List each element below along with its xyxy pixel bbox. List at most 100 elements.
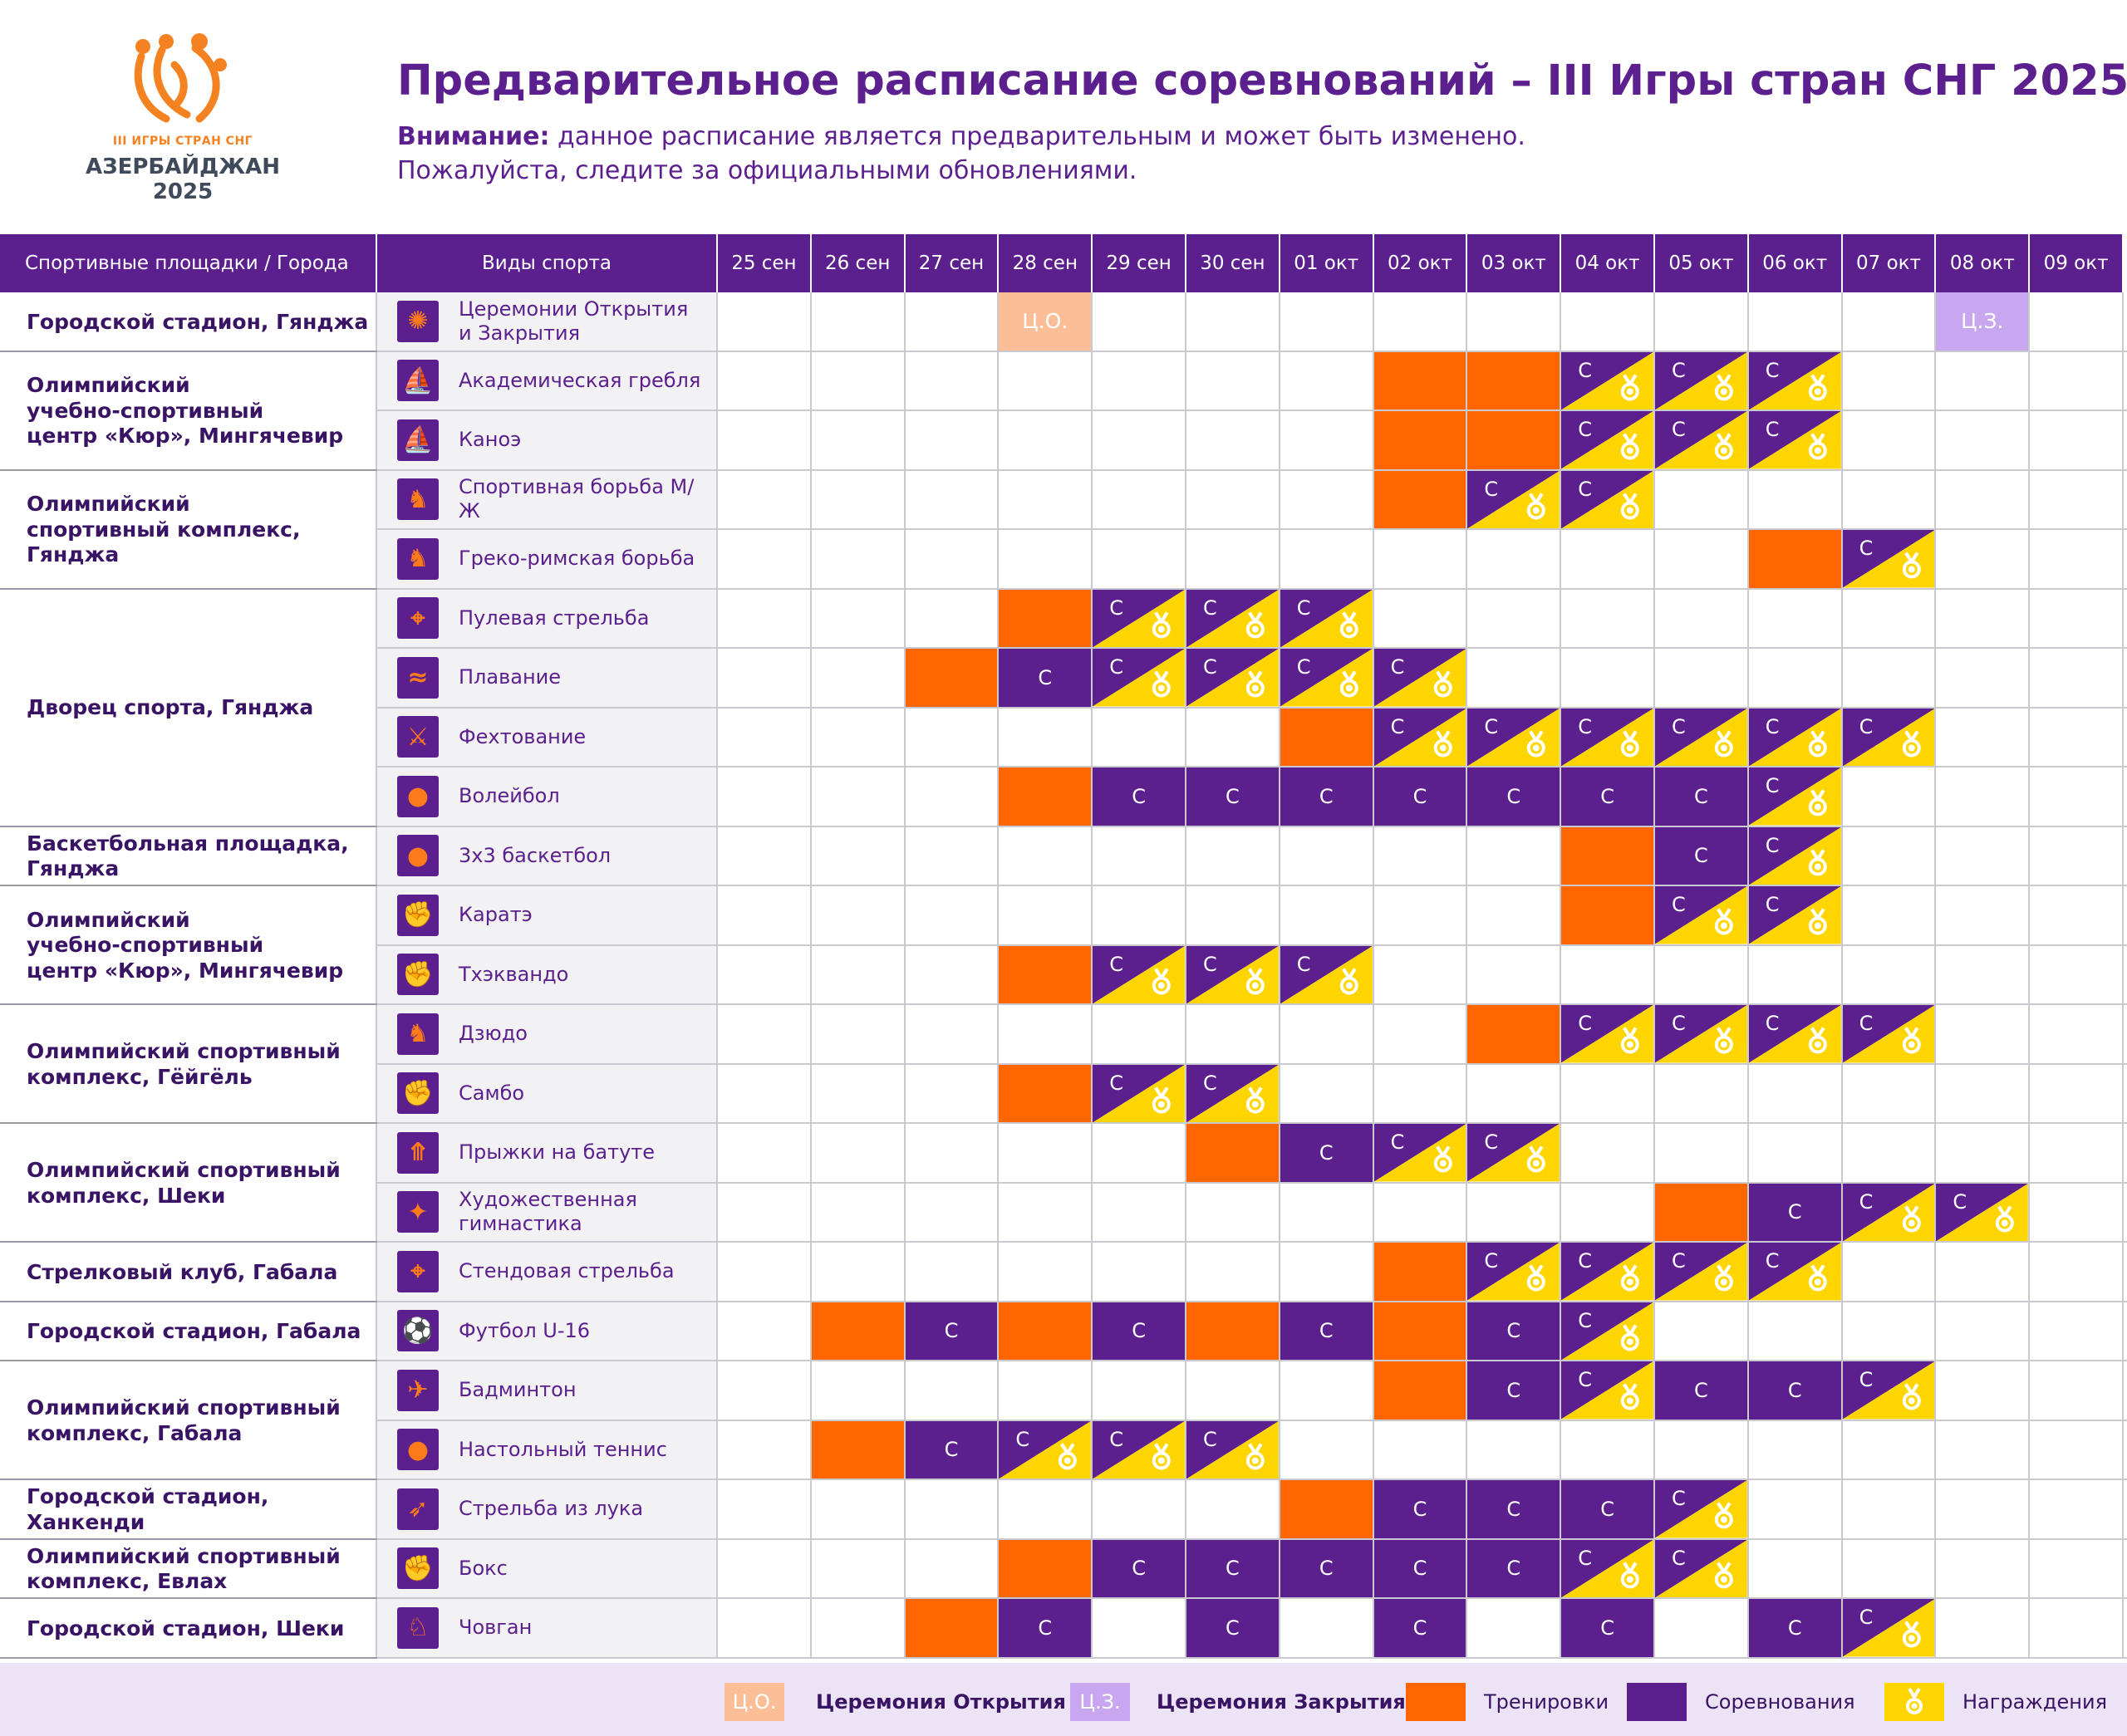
competition-triangle	[1280, 649, 1373, 707]
competition-medal-cell: С	[1655, 708, 1747, 766]
sport-name: Художественная гимнастика	[459, 1188, 637, 1236]
training-cell	[999, 945, 1092, 1003]
logo-caption-country: АЗЕРБАЙДЖАН	[86, 154, 280, 179]
competition-cell: С	[1093, 1539, 1185, 1597]
competition-award-split	[1655, 411, 1747, 469]
competition-medal-cell: С	[1186, 945, 1279, 1003]
competition-label: С	[1109, 596, 1123, 620]
competition-cell: С	[1280, 767, 1373, 826]
competition-award-split	[1467, 470, 1560, 528]
header-date: 26 сен	[811, 234, 904, 292]
row-divider	[377, 587, 2127, 590]
competition-triangle	[1561, 411, 1653, 469]
grid-line	[1840, 292, 1843, 1659]
training-cell	[1748, 530, 1841, 588]
venue-name: Олимпийский спортивный комплекс, Шеки	[27, 1158, 341, 1208]
medal-icon	[1808, 1027, 1827, 1054]
competition-award-split	[1655, 1480, 1747, 1538]
legend-awards-label: Награждения	[1962, 1690, 2108, 1714]
competition-medal-cell: С	[1748, 767, 1841, 826]
competition-cell: С	[1748, 1183, 1841, 1241]
competition-medal-cell: С	[1842, 1361, 1935, 1420]
competition-award-split	[1561, 1302, 1653, 1360]
competition-medal-cell: С	[1280, 945, 1373, 1003]
sport-name: Пулевая стрельба	[459, 606, 650, 630]
competition-cell: С	[1373, 1480, 1466, 1538]
sport-row-label: ⛵ Каноэ	[377, 411, 716, 469]
medal-icon	[1714, 908, 1733, 935]
competition-medal-cell: С	[1561, 470, 1653, 528]
competition-award-split	[1186, 1420, 1279, 1479]
training-cell	[905, 1599, 998, 1657]
header-date: 06 окт	[1748, 234, 1841, 292]
competition-label: С	[1296, 952, 1311, 976]
sport-row-label: ✺ Церемонии Открытия и Закрытия	[377, 292, 716, 351]
competition-label: С	[1672, 418, 1686, 441]
competition-label: С	[1226, 1557, 1240, 1581]
training-cell	[1467, 411, 1560, 469]
competition-label: С	[1578, 1012, 1592, 1035]
competition-medal-cell: С	[1561, 351, 1653, 409]
header-date: 28 сен	[999, 234, 1092, 292]
competition-cell: С	[1186, 1539, 1279, 1597]
row-divider	[377, 1300, 2127, 1302]
sport-name: Бадминтон	[459, 1378, 577, 1402]
sport-row-label: ● Волейбол	[377, 767, 716, 826]
sport-row-label: ♘ Човган	[377, 1599, 716, 1657]
row-divider	[377, 1479, 2127, 1480]
notice-line-2: Пожалуйста, следите за официальными обно…	[397, 156, 1137, 185]
competition-label: С	[1319, 784, 1334, 808]
legend: Ц.О. Церемония Открытия Ц.З. Церемония З…	[0, 1663, 2127, 1736]
competition-medal-cell: С	[1842, 1005, 1935, 1063]
header-date: 29 сен	[1093, 234, 1185, 292]
competition-label: С	[1412, 1557, 1427, 1581]
sport-row-label: ⌖ Пулевая стрельба	[377, 589, 716, 647]
competition-medal-cell: С	[1748, 1243, 1841, 1301]
venue-label: Олимпийский учебно-спортивный центр «Кюр…	[0, 886, 376, 1005]
sport-row-label: ➶ Стрельба из лука	[377, 1480, 716, 1538]
competition-medal-cell: С	[1186, 1420, 1279, 1479]
competition-medal-cell: С	[1655, 1243, 1747, 1301]
competition-triangle	[1280, 589, 1373, 647]
competition-award-split	[1093, 649, 1185, 707]
competition-award-split	[999, 1420, 1092, 1479]
grid-line	[376, 292, 377, 1659]
competition-triangle	[1748, 826, 1841, 885]
competition-award-split	[1655, 886, 1747, 944]
competition-medal-cell: С	[1655, 1539, 1747, 1597]
trampoline-icon: ⤊	[397, 1131, 439, 1174]
medal-icon	[1620, 1561, 1639, 1588]
competition-medal-cell: С	[1373, 708, 1466, 766]
grid-line	[2122, 292, 2124, 1659]
competition-label: С	[1672, 1012, 1686, 1035]
competition-triangle	[1561, 1243, 1653, 1301]
competition-triangle	[1093, 589, 1185, 647]
chovgan-icon: ♘	[397, 1606, 439, 1649]
rowing-icon: ⛵	[397, 360, 439, 402]
competition-triangle	[1093, 1064, 1185, 1122]
competition-triangle	[999, 1420, 1092, 1479]
grid-line	[1278, 292, 1280, 1659]
competition-triangle	[1655, 1480, 1747, 1538]
competition-award-split	[1748, 826, 1841, 885]
header-date: 03 окт	[1467, 234, 1560, 292]
competition-label: С	[1578, 1308, 1592, 1332]
medal-icon	[1152, 1086, 1171, 1113]
row-divider	[377, 1537, 2127, 1540]
competition-medal-cell: С	[1561, 1539, 1653, 1597]
opening-label: Ц.О.	[1022, 309, 1068, 334]
competition-award-split	[1186, 649, 1279, 707]
medal-icon	[1152, 611, 1171, 638]
venue-name: Олимпийский спортивный комплекс, Гянджа	[27, 492, 301, 567]
training-cell	[1373, 411, 1466, 469]
row-divider	[377, 350, 2127, 352]
competition-label: С	[1484, 1130, 1499, 1154]
venue-label: Олимпийский учебно-спортивный центр «Кюр…	[0, 352, 376, 471]
medal-icon	[1527, 492, 1546, 519]
competition-label: С	[1109, 952, 1123, 976]
competition-award-split	[1655, 1005, 1747, 1063]
competition-label: С	[1694, 1378, 1708, 1402]
competition-label: С	[1296, 596, 1311, 620]
games-emblem-icon	[134, 33, 227, 123]
competition-award-split	[1280, 649, 1373, 707]
